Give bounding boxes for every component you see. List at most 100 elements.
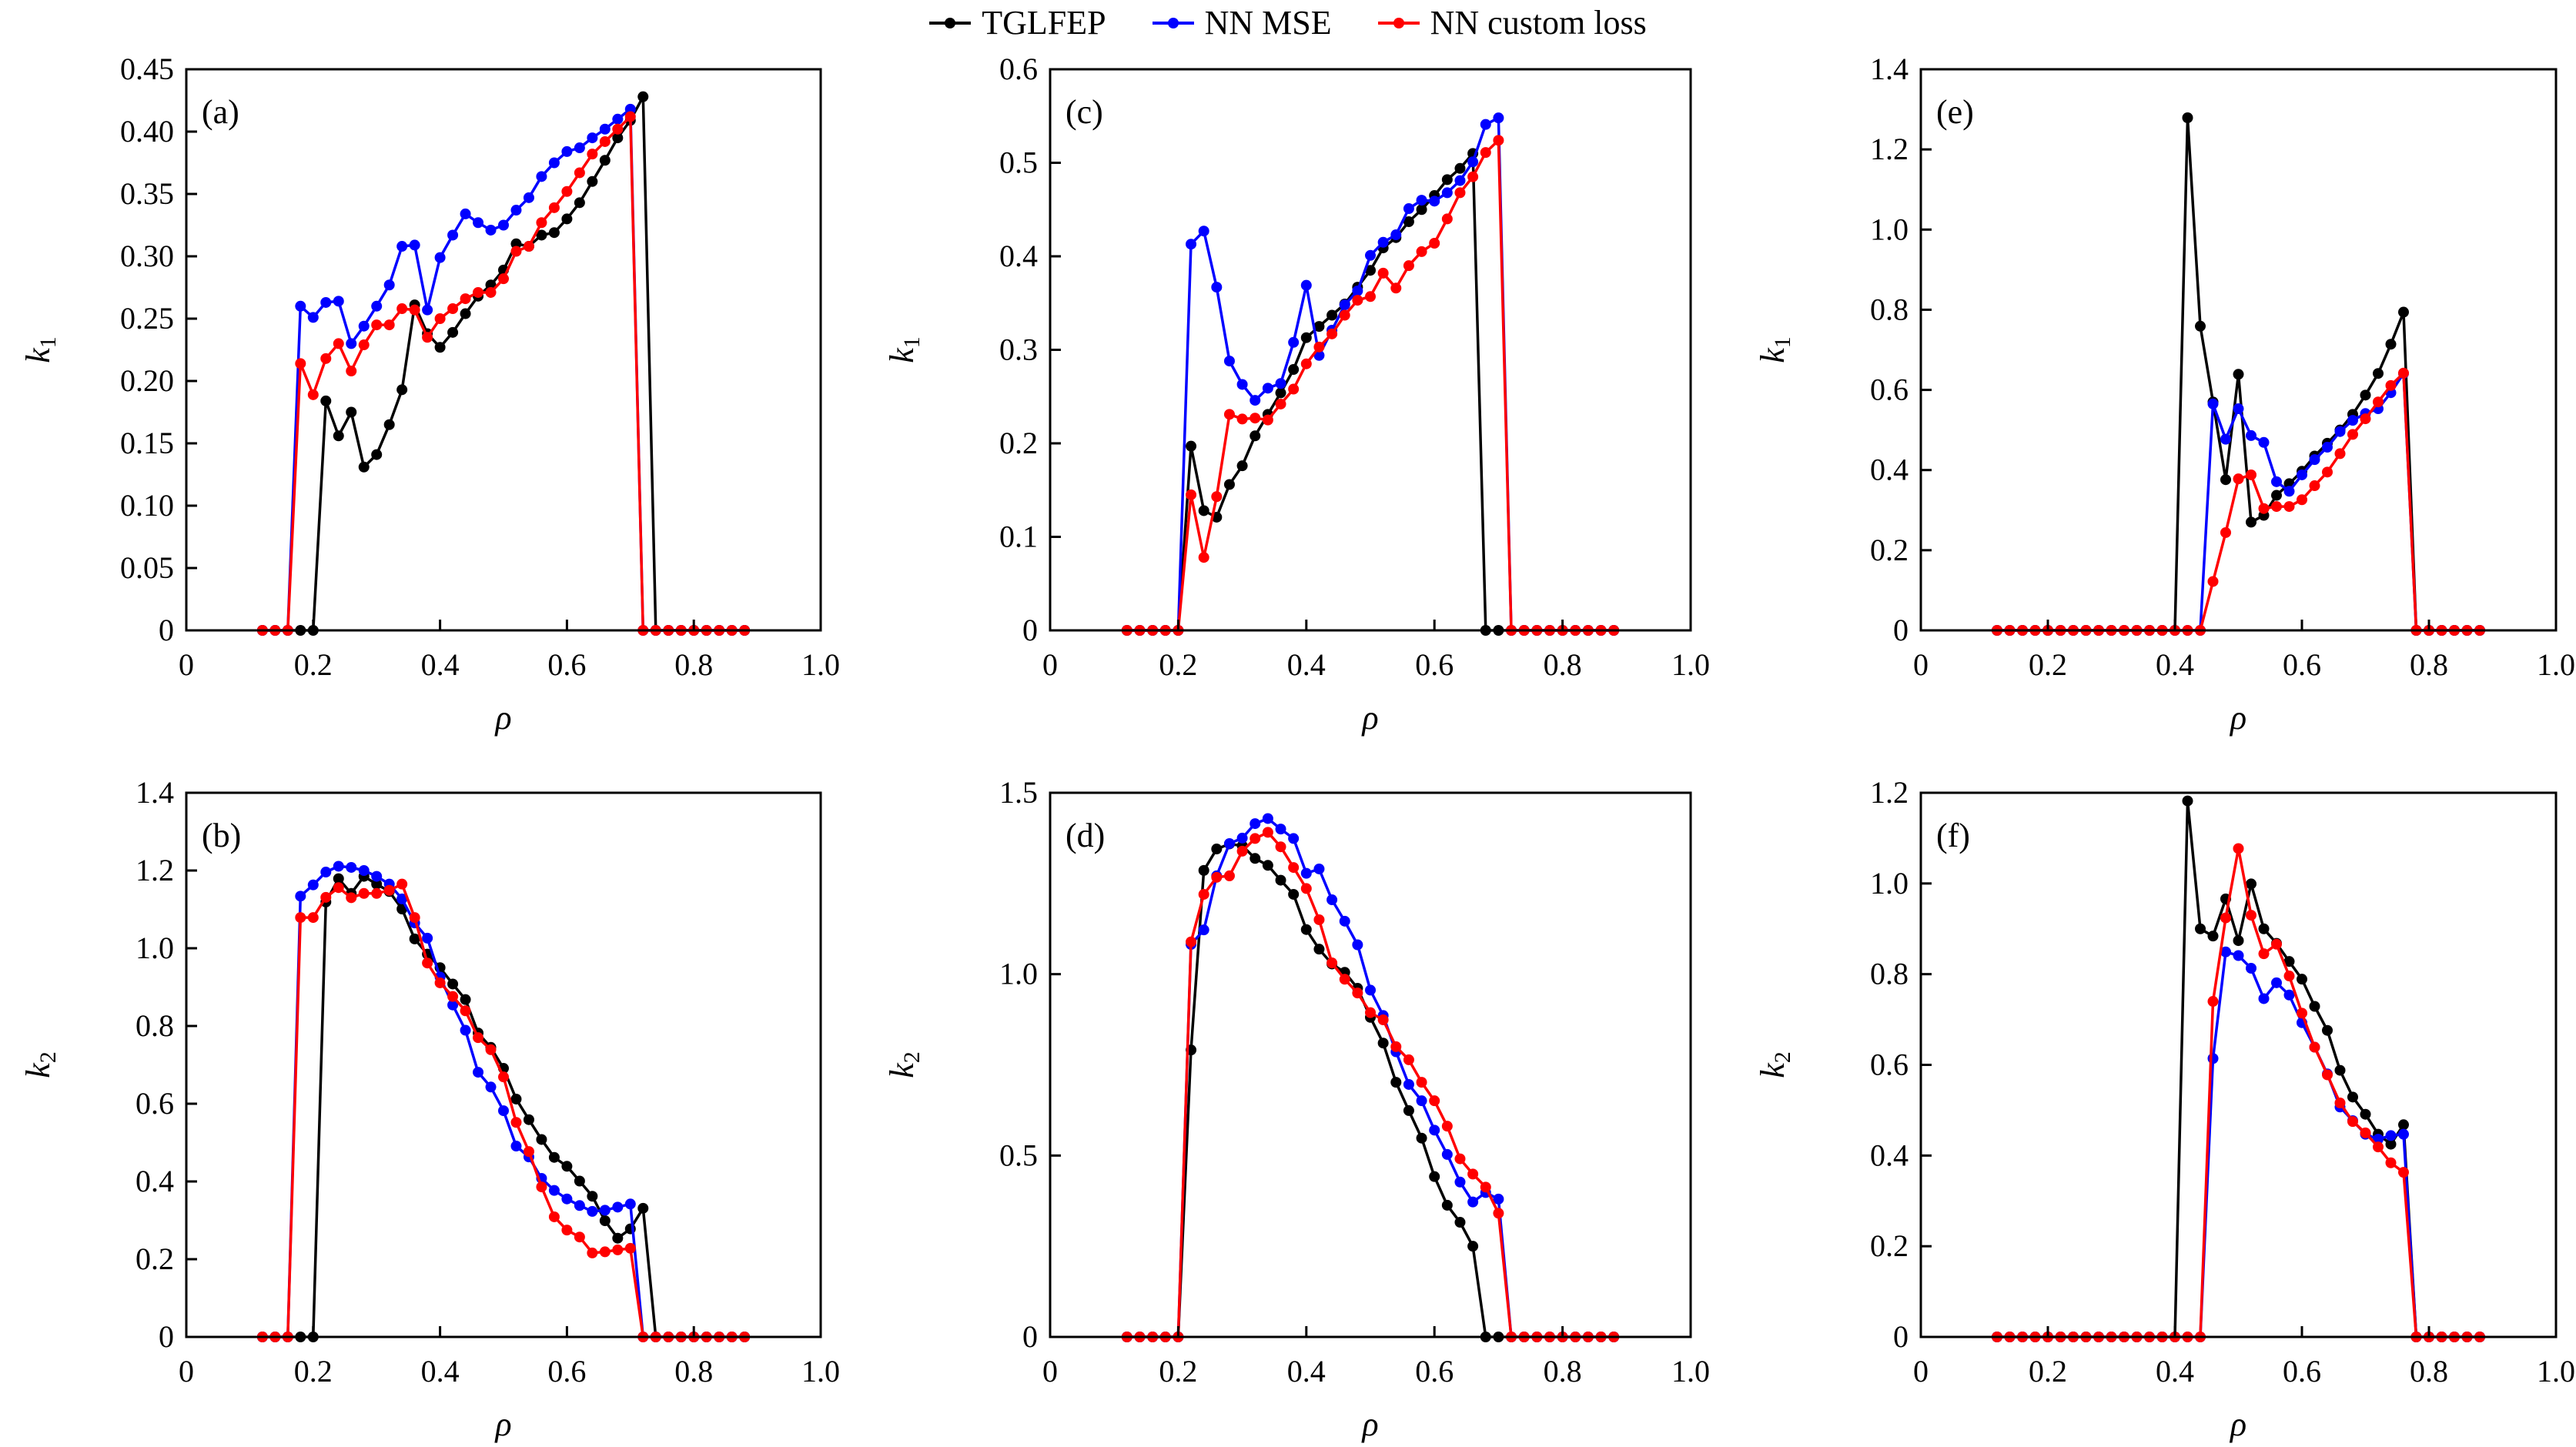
legend-label: NN MSE [1204,4,1332,42]
data-point [2398,1128,2409,1140]
data-point [1390,229,1402,241]
y-tick-label: 0 [1022,613,1038,647]
y-axis-label-symbol: k [19,1062,57,1078]
data-point [510,1093,522,1104]
data-point [587,1191,598,1202]
data-point [1236,832,1248,844]
series-line [1126,842,1614,1338]
data-point [574,142,585,154]
data-point [346,406,357,418]
data-point [536,1181,547,1193]
data-point [1313,863,1325,874]
data-point [1416,246,1427,257]
series-nn-custom-loss [256,111,751,636]
data-point [1186,440,1197,452]
series-line [262,115,745,632]
y-tick-label: 0.2 [1870,1228,1909,1263]
data-point [2398,306,2409,318]
y-tick-label: 0 [1893,1319,1909,1354]
data-point [1403,1078,1414,1090]
data-point [1300,358,1312,369]
data-point [320,296,332,308]
data-point [1493,1208,1504,1219]
data-point [1454,1176,1466,1188]
data-point [510,1117,522,1128]
panel-f: 0 0.2 0.4 0.6 0.8 1.0 0 0.2 0.4 0.6 0.8 1.0 1.2 (f) ρ k… [1754,775,2575,1443]
data-point [2246,469,2257,480]
data-point [1250,395,1261,406]
data-point [612,123,624,135]
data-point [358,320,370,332]
data-point [548,202,560,213]
data-point [1198,226,1209,237]
data-point [447,999,459,1011]
data-point [523,241,534,252]
legend: TGLFEP NN MSE NN custom loss [0,3,2576,42]
data-point [1441,174,1453,185]
data-point [1236,845,1248,857]
data-point [1493,135,1504,146]
x-tick-label: 1.0 [801,647,840,682]
data-point [295,912,306,924]
data-point [1416,195,1427,206]
y-tick-label: 0.5 [999,1138,1038,1172]
data-point [536,229,547,241]
data-point [574,1175,585,1187]
data-point [1300,867,1312,879]
data-point [587,1205,598,1217]
data-point [2373,1141,2384,1153]
y-axis-label-symbol: k [883,1062,921,1078]
data-point [2207,1053,2219,1064]
x-tick-label: 0.4 [1287,1354,1326,1389]
data-point [447,326,459,338]
data-point [2360,1108,2371,1120]
series-line [1997,799,2480,1338]
y-tick-label: 0 [1893,613,1909,647]
x-tick-label: 1.0 [1671,647,1710,682]
data-point [2297,1008,2307,1019]
data-point [2385,1138,2397,1150]
data-point [599,1246,611,1258]
y-tick-label: 0.6 [135,1086,174,1121]
y-tick-label: 0 [159,613,174,647]
data-point [1416,1132,1427,1144]
data-point [371,449,383,460]
data-point [2373,396,2384,408]
data-point [1275,841,1286,853]
data-point [2283,486,2295,497]
data-point [561,145,573,157]
plot-frame [185,68,822,632]
data-point [346,892,357,904]
data-point [1416,204,1427,216]
data-point [1390,282,1402,294]
data-point [2385,1130,2397,1141]
data-point [2220,912,2231,924]
y-tick-label: 0.25 [120,301,174,336]
y-axis-label-symbol: k [19,347,57,363]
x-axis-label: ρ [2229,699,2246,737]
data-point [346,861,357,873]
data-point [485,1044,497,1055]
data-point [320,353,332,364]
data-point [333,430,344,442]
series-line [1997,951,2480,1338]
x-tick-label: 0.4 [421,647,460,682]
x-tick-label: 0.8 [674,647,713,682]
data-point [1441,1148,1453,1160]
y-tick-label: 0.8 [1870,957,1909,991]
plot-frame [1049,791,1692,1338]
y-axis-label: k2 [1754,1051,1795,1078]
panel-label: (f) [1936,817,1970,854]
data-point [1262,383,1273,394]
data-point [2297,494,2307,506]
data-point [295,891,306,902]
data-point [510,238,522,249]
data-point [473,217,484,229]
data-point [358,461,370,473]
data-point [523,192,534,203]
data-point [1198,552,1209,563]
data-point [1493,112,1504,124]
data-point [1326,328,1338,339]
panel-b: 0 0.2 0.4 0.6 0.8 1.0 0 0.2 0.4 0.6 0.8 1.0 1.2 1.4 (b… [19,775,840,1443]
